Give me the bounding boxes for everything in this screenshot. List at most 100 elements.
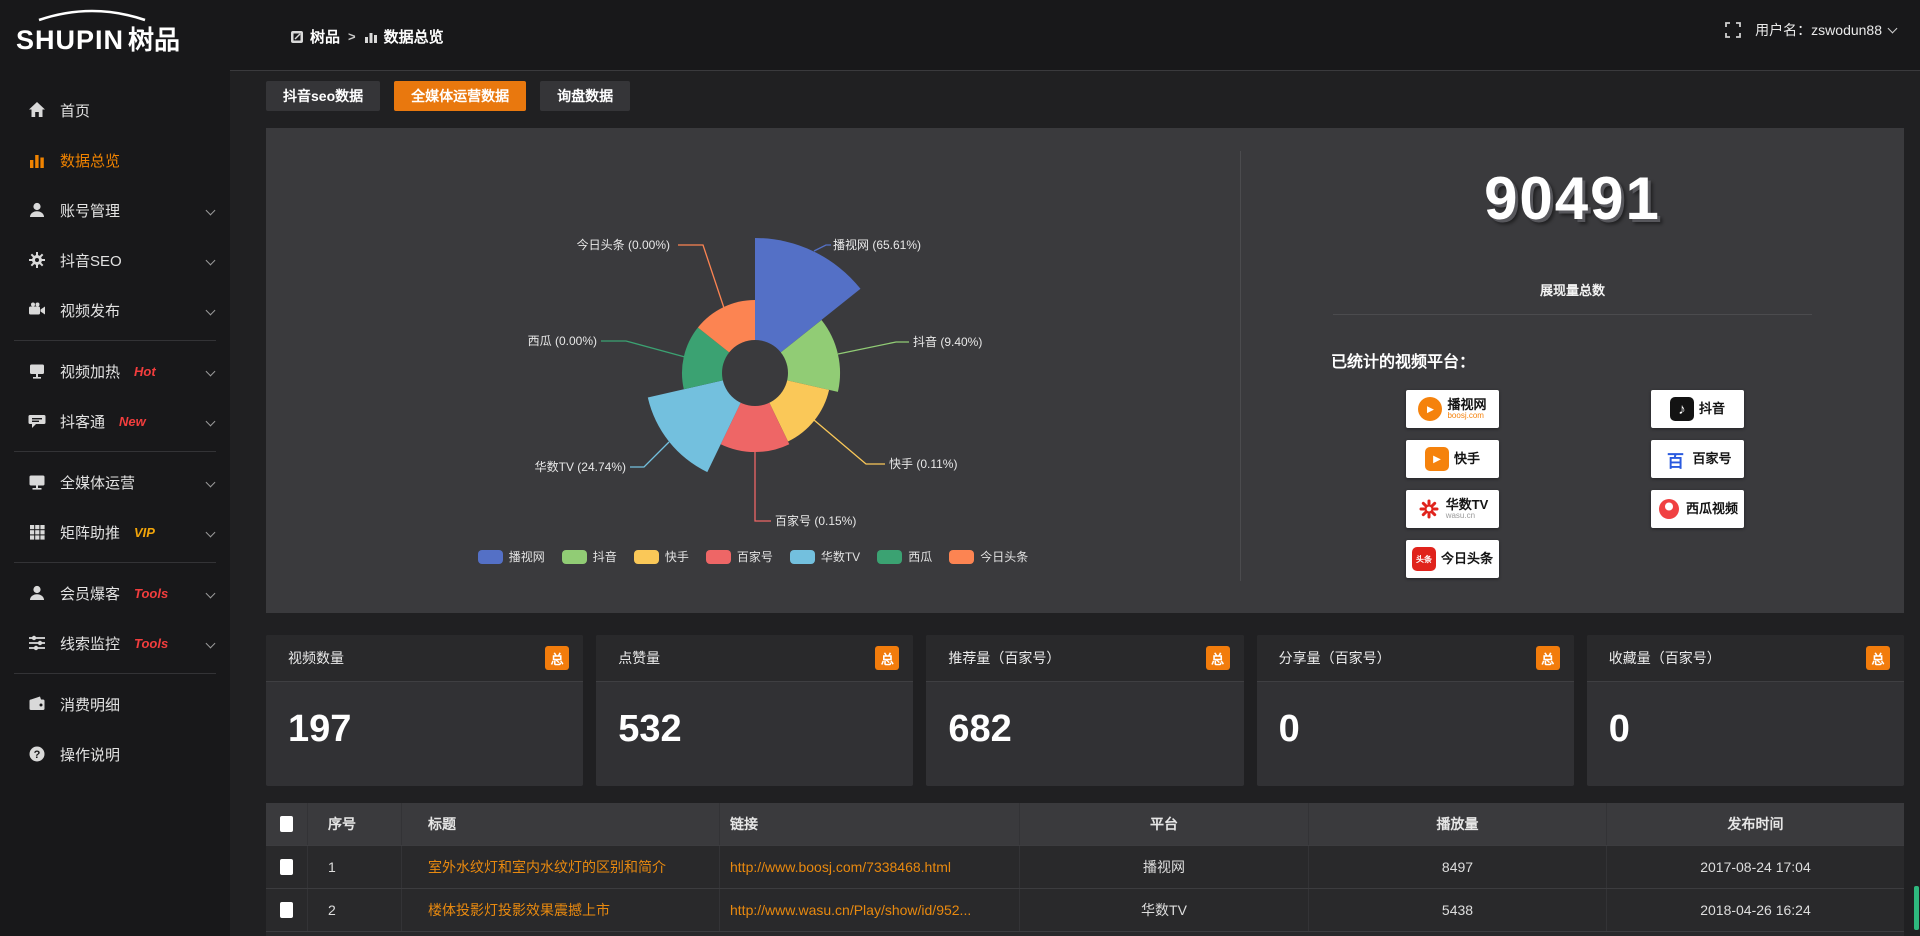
row-checkbox[interactable] [280, 859, 293, 875]
sidebar-item-label: 数据总览 [60, 152, 121, 170]
user-menu[interactable]: 用户名：zswodun88 [1755, 20, 1898, 40]
breadcrumb-root[interactable]: 树品 [290, 26, 340, 47]
legend-item-播视网[interactable]: 播视网 [477, 548, 545, 565]
sidebar-badge-New: New [119, 413, 146, 429]
logo-text-en: SHUPIN [16, 25, 125, 55]
sidebar-item-视频加热[interactable]: 视频加热 Hot [0, 346, 230, 396]
stat-card-收藏量（百家号）: 收藏量（百家号） 总 0 [1586, 635, 1904, 786]
sidebar-item-消费明细[interactable]: 消费明细 [0, 679, 230, 729]
svg-text:?: ? [34, 749, 41, 761]
video-url-link[interactable]: http://www.wasu.cn/Play/show/id/952... [730, 902, 972, 918]
pie-label-百家号: 百家号 (0.15%) [775, 513, 856, 528]
sidebar-item-数据总览[interactable]: 数据总览 [0, 135, 230, 185]
select-all-checkbox[interactable] [280, 816, 293, 832]
platform-badge-抖音: ♪ 抖音 [1651, 390, 1744, 428]
legend-swatch [633, 549, 659, 564]
cell-platform: 华数TV [1020, 889, 1309, 931]
legend-swatch [789, 549, 815, 564]
legend-swatch [877, 549, 903, 564]
stat-card-title: 收藏量（百家号） [1608, 650, 1721, 666]
cell-index: 1 [308, 846, 402, 888]
sidebar-item-线索监控[interactable]: 线索监控 Tools [0, 618, 230, 668]
bar-chart-icon [364, 32, 377, 43]
sidebar-divider [14, 673, 216, 674]
stat-card-value: 197 [288, 708, 352, 750]
label-leader-line [630, 441, 670, 468]
sidebar-item-label: 消费明细 [60, 696, 121, 714]
table-row: 2 楼体投影灯投影效果震撼上市 http://www.wasu.cn/Play/sh… [266, 889, 1904, 932]
sidebar-item-label: 抖客通 [60, 413, 106, 431]
chevron-down-icon [205, 416, 216, 427]
legend-swatch [705, 549, 731, 564]
legend-swatch [561, 549, 587, 564]
main-content: 抖音seo数据 全媒体运营数据 询盘数据 播视网 (65.61%) 抖音 (9.40%… [230, 71, 1920, 936]
table-row-partial [266, 932, 1904, 936]
legend-item-百家号[interactable]: 百家号 [705, 548, 773, 565]
sidebar-item-全媒体运营[interactable]: 全媒体运营 [0, 457, 230, 507]
topbar: 树品 > 数据总览 用户名：zswodun88 [230, 0, 1920, 71]
stat-card-title: 视频数量 [288, 650, 344, 666]
scrollbar-thumb[interactable] [1914, 886, 1919, 930]
sidebar-divider [14, 340, 216, 341]
platform-badge-西瓜视频: 西瓜视频 [1651, 490, 1744, 528]
breadcrumb-current[interactable]: 数据总览 [364, 26, 444, 47]
sidebar-item-首页[interactable]: 首页 [0, 85, 230, 135]
legend-item-抖音[interactable]: 抖音 [561, 548, 617, 565]
sliders-icon [28, 634, 46, 652]
bar-chart-icon [28, 151, 46, 169]
stat-card-推荐量（百家号）: 推荐量（百家号） 总 682 [926, 635, 1244, 786]
sidebar-item-label: 矩阵助推 [60, 524, 121, 542]
sidebar-item-抖音SEO[interactable]: 抖音SEO [0, 235, 230, 285]
video-title-link[interactable]: 室外水纹灯和室内水纹灯的区别和简介 [428, 859, 666, 875]
pie-label-快手: 快手 (0.11%) [889, 457, 957, 471]
legend-item-今日头条[interactable]: 今日头条 [949, 548, 1028, 565]
tab-全媒体运营数据[interactable]: 全媒体运营数据 [394, 81, 527, 111]
sidebar-item-label: 会员爆客 [60, 585, 121, 603]
stat-cards: 视频数量总 197 点赞量总 532 推荐量（百家号）总 682 分享量（百家号）总 0 收藏量… [266, 635, 1904, 786]
screen-icon [28, 362, 46, 380]
video-title-link[interactable]: 楼体投影灯投影效果震撼上市 [428, 902, 610, 918]
label-leader-line [601, 340, 686, 358]
toutiao-logo-icon: 头条 [1411, 547, 1436, 571]
breadcrumb: 树品 > 数据总览 [290, 26, 444, 47]
platform-badge-播视网: ▶ 播视网 boosj.com [1406, 390, 1499, 428]
video-url-link[interactable]: http://www.boosj.com/7338468.html [730, 859, 952, 875]
pie-slice-百家号[interactable] [720, 373, 790, 453]
app-square-icon [291, 30, 303, 43]
tab-抖音seo数据[interactable]: 抖音seo数据 [266, 81, 381, 111]
platform-badge-快手: ▶ 快手 [1406, 440, 1499, 478]
logo-arc-icon [38, 9, 146, 22]
total-badge: 总 [1535, 646, 1560, 670]
boosj-logo-icon: ▶ [1418, 397, 1443, 421]
fullscreen-icon[interactable] [1725, 22, 1742, 38]
legend-label: 播视网 [508, 550, 545, 564]
legend-label: 西瓜 [908, 550, 933, 564]
sidebar-item-操作说明[interactable]: ? 操作说明 [0, 729, 230, 779]
column-header: 链接 [720, 803, 1020, 845]
sidebar-item-矩阵助推[interactable]: 矩阵助推 VIP [0, 507, 230, 557]
sidebar-item-账号管理[interactable]: 账号管理 [0, 185, 230, 235]
data-tabs: 抖音seo数据 全媒体运营数据 询盘数据 [266, 81, 1904, 111]
legend-item-快手[interactable]: 快手 [633, 548, 689, 565]
sidebar-item-label: 操作说明 [60, 746, 121, 764]
wallet-icon [28, 695, 46, 713]
sidebar-item-抖客通[interactable]: 抖客通 New [0, 396, 230, 446]
platform-badge-华数TV: 华数TV wasu.cn [1406, 490, 1499, 528]
label-leader-line [813, 244, 831, 252]
sidebar-item-label: 账号管理 [60, 202, 121, 220]
sidebar-item-视频发布[interactable]: 视频发布 [0, 285, 230, 335]
label-leader-line [678, 244, 725, 309]
legend-item-西瓜[interactable]: 西瓜 [877, 548, 932, 565]
stat-card-分享量（百家号）: 分享量（百家号） 总 0 [1256, 635, 1574, 786]
row-checkbox[interactable] [280, 902, 293, 918]
rose-pie-chart: 播视网 (65.61%) 抖音 (9.40%) 快手 (0.11%) 百家号 (0.1… [528, 237, 983, 528]
sidebar-item-会员爆客[interactable]: 会员爆客 Tools [0, 568, 230, 618]
xigua-logo-icon [1657, 497, 1681, 521]
topbar-right: 用户名：zswodun88 [1725, 20, 1898, 40]
pie-slice-播视网[interactable] [755, 238, 861, 373]
pie-slice-华数TV[interactable] [647, 373, 755, 473]
tab-询盘数据[interactable]: 询盘数据 [540, 81, 631, 111]
legend-item-华数TV[interactable]: 华数TV [789, 548, 860, 565]
cell-index: 2 [308, 889, 402, 931]
baijia-logo-icon: 百 [1663, 447, 1688, 471]
